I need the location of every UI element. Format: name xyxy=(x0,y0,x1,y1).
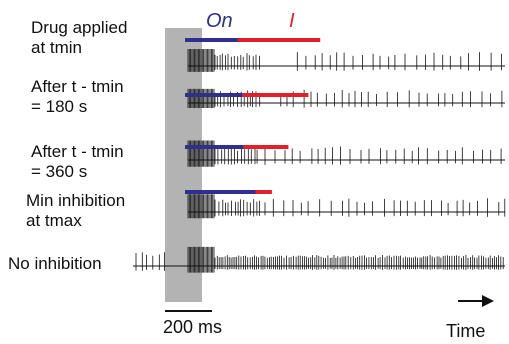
row-label-after-180s: After t - tmin = 180 s xyxy=(31,77,124,116)
inhibition-bar xyxy=(243,145,289,149)
on-bar xyxy=(185,93,243,97)
time-label: Time xyxy=(446,321,486,341)
inhibition-bar xyxy=(242,93,309,97)
on-label: On xyxy=(206,10,233,32)
traces xyxy=(133,49,506,273)
trace-row xyxy=(133,246,505,273)
row-label-after-360s: After t - tmin = 360 s xyxy=(31,142,124,181)
response-bars xyxy=(185,38,321,194)
row-label-min-inhibition: Min inhibition at tmax xyxy=(26,191,126,230)
trace-row xyxy=(187,140,505,167)
row-label-no-inhibition: No inhibition xyxy=(8,254,102,273)
on-bar xyxy=(185,38,238,42)
inhibition-bar xyxy=(237,38,321,42)
stimulus-window xyxy=(165,28,202,302)
inhibition-bar xyxy=(255,190,272,194)
row-label-drug-applied: Drug applied at tmin xyxy=(31,18,128,57)
trace-row xyxy=(187,49,505,72)
inhibition-label: I xyxy=(289,10,295,32)
trace-row xyxy=(187,194,506,219)
on-bar xyxy=(185,190,256,194)
on-bar xyxy=(185,145,244,149)
scale-bar-label: 200 ms xyxy=(163,317,223,337)
time-arrow xyxy=(458,295,494,307)
trace-row xyxy=(187,88,505,108)
